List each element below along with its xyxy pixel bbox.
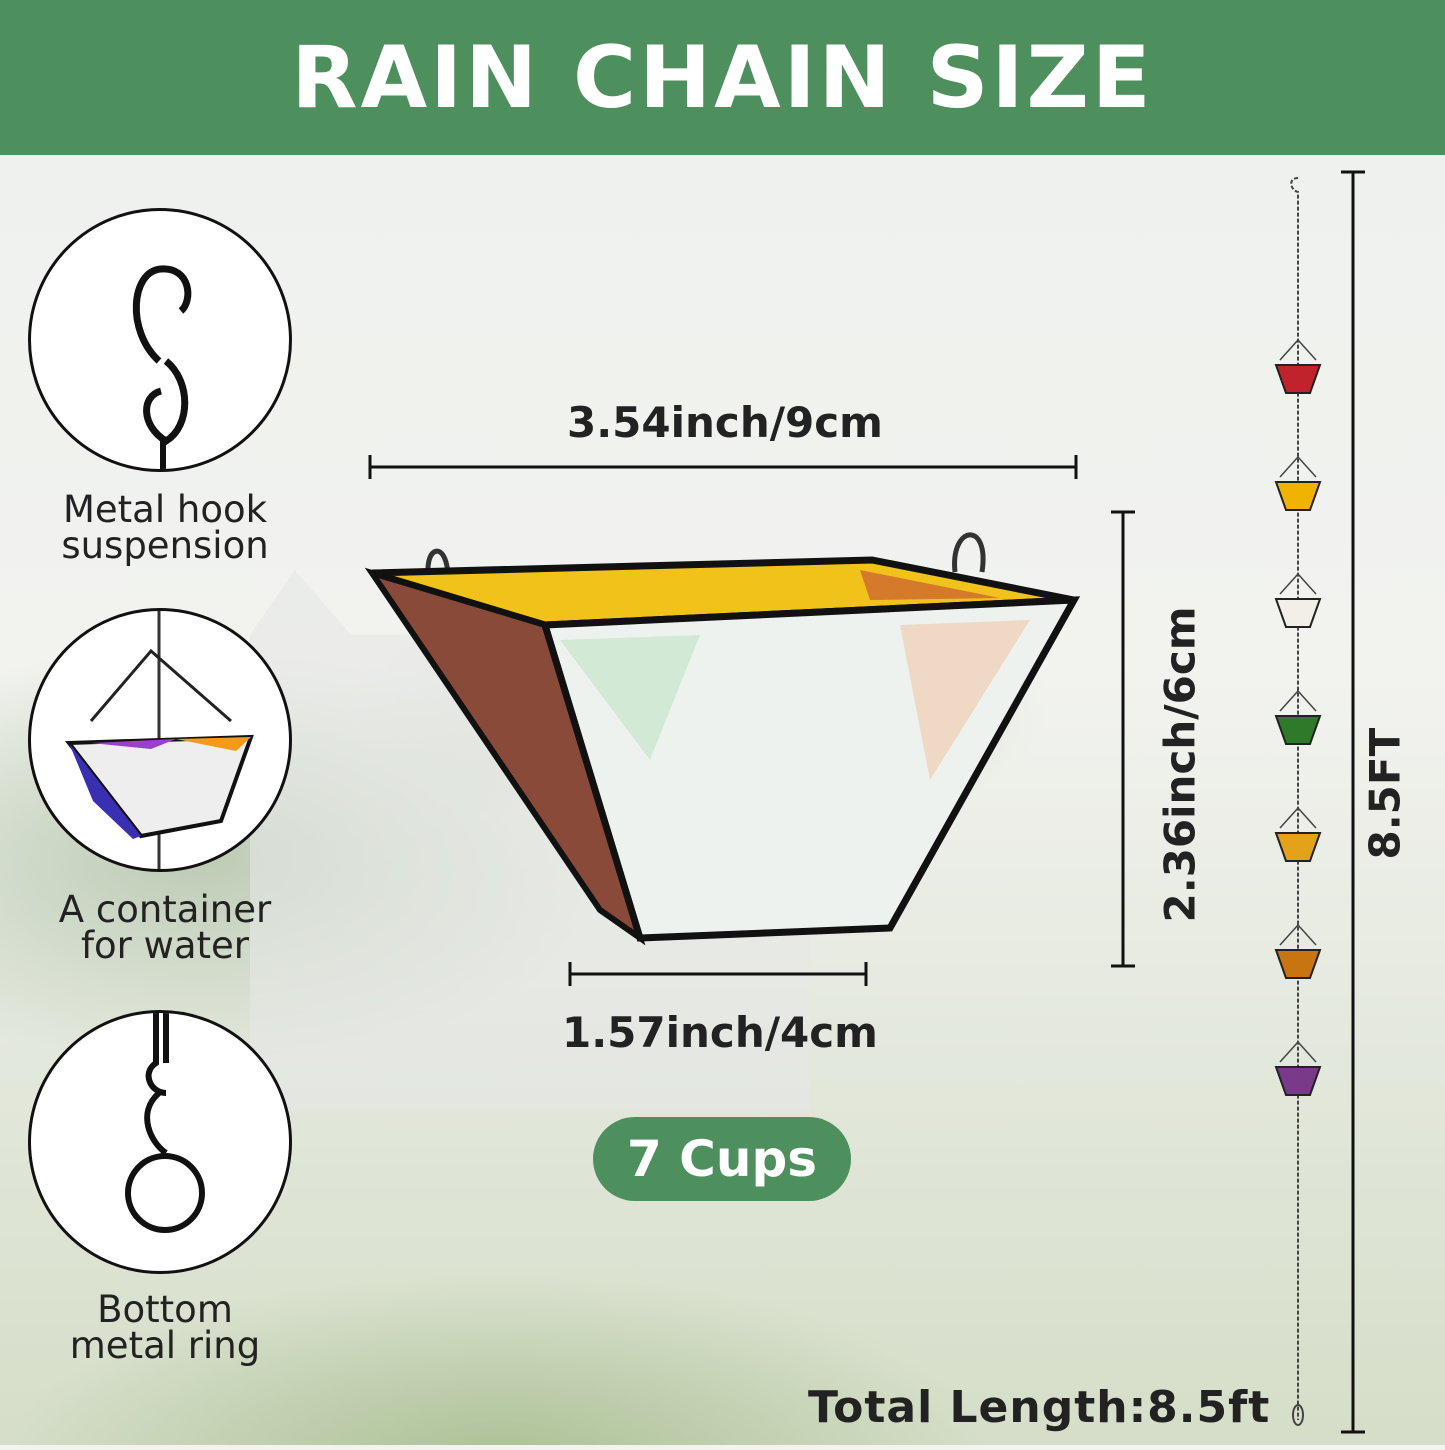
caption-line: Bottom <box>97 1288 233 1331</box>
chain-cup <box>1274 689 1322 745</box>
header-banner: RAIN CHAIN SIZE <box>0 0 1445 155</box>
height-label: 2.36inch/6cm <box>1156 607 1205 923</box>
metal-ring-icon <box>125 1013 205 1233</box>
caption-line: for water <box>80 924 250 967</box>
water-cup-icon <box>65 611 254 869</box>
chain-cup <box>1274 455 1322 511</box>
page-title: RAIN CHAIN SIZE <box>291 27 1154 128</box>
ring-caption: Bottom metal ring <box>20 1288 310 1367</box>
chain-length-label: 8.5FT <box>1360 727 1410 860</box>
caption-line: A container <box>58 888 272 931</box>
cups-count-badge: 7 Cups <box>593 1117 851 1201</box>
container-caption: A container for water <box>20 888 310 967</box>
chain-cup <box>1274 1040 1322 1096</box>
container-feature-circle <box>28 608 292 872</box>
metal-hook-icon <box>132 265 192 469</box>
caption-line: Metal hook <box>62 488 268 531</box>
hook-caption: Metal hook suspension <box>20 488 310 567</box>
caption-line: suspension <box>61 524 269 567</box>
chain-cup <box>1274 338 1322 394</box>
chain-cup <box>1274 806 1322 862</box>
chain-cup <box>1274 923 1322 979</box>
caption-line: metal ring <box>69 1324 261 1367</box>
total-length-label: Total Length:8.5ft <box>808 1382 1271 1433</box>
ring-feature-circle <box>28 1010 292 1274</box>
height-label-text: 2.36inch/6cm <box>1155 606 1205 923</box>
hook-feature-circle <box>28 208 292 472</box>
top-width-label: 3.54inch/9cm <box>567 398 883 447</box>
bottom-width-label: 1.57inch/4cm <box>562 1008 878 1057</box>
rain-chain-illustration <box>1274 177 1322 1426</box>
chain-cup <box>1274 572 1322 628</box>
